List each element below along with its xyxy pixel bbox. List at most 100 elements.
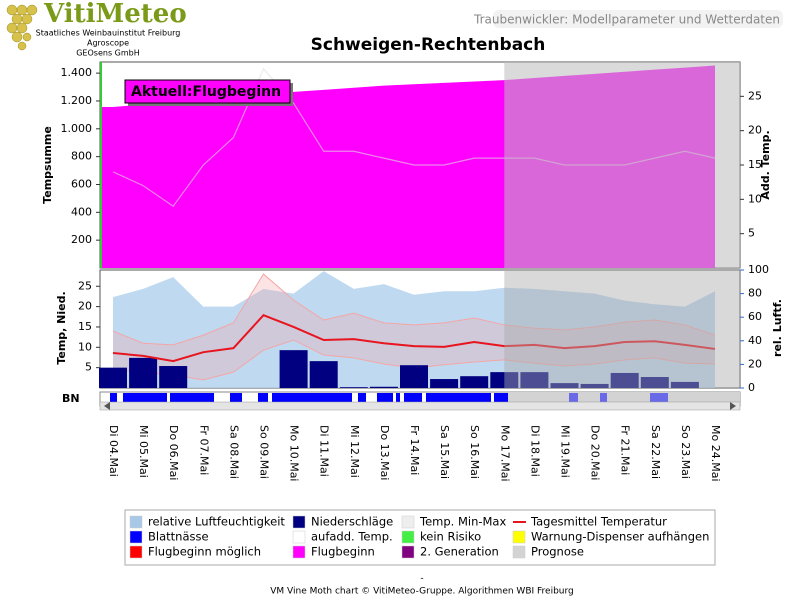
- legend-swatch: [512, 545, 526, 559]
- precip-bar: [99, 367, 127, 388]
- precip-bar: [309, 361, 338, 388]
- y-tick-label: 1.000: [61, 122, 93, 135]
- y-tick-label: 1.400: [61, 66, 93, 79]
- legend-box: [124, 509, 716, 566]
- y-tick-label: 10: [78, 340, 92, 353]
- forecast-shade: [504, 62, 740, 268]
- org-line: Staatliches Weinbauinstitut Freiburg: [36, 29, 181, 38]
- legend-label: Flugbeginn möglich: [148, 545, 261, 559]
- legend-swatch: [129, 515, 143, 529]
- precip-bar: [400, 365, 428, 388]
- annotation: Aktuell:Flugbeginn: [131, 84, 281, 100]
- precip-bar: [670, 381, 699, 388]
- precip-bar: [610, 372, 639, 388]
- x-tick-label: Sa 22.Mai: [649, 425, 662, 479]
- y-tick-label: 20: [78, 300, 92, 313]
- x-tick-label: So 09.Mai: [258, 425, 271, 479]
- y2-tick-label: 60: [748, 310, 762, 323]
- legend-swatch: [292, 530, 306, 544]
- y-tick-label: 400: [71, 205, 92, 218]
- y2-tick-label: 25: [748, 89, 762, 102]
- legend-label: kein Risiko: [420, 530, 481, 544]
- logo-text: VitiMeteo: [43, 0, 187, 29]
- x-tick-label: Mo 10.Mai: [288, 425, 301, 482]
- scrollbar[interactable]: [99, 401, 741, 411]
- y-axis-label: Tempsumme: [41, 126, 54, 204]
- y2-tick-label: 80: [748, 287, 762, 300]
- legend-label: aufadd. Temp.: [311, 530, 393, 544]
- precip-bar: [550, 383, 579, 388]
- y2-axis-label: Add. Temp.: [759, 130, 772, 199]
- y2-tick-label: 20: [748, 124, 762, 137]
- x-tick-label: Do 20.Mai: [589, 425, 602, 480]
- logo-grapes: [6, 4, 38, 51]
- legend-label: Temp. Min-Max: [419, 515, 506, 529]
- x-tick-label: Di 04.Mai: [107, 425, 120, 477]
- precip-bar: [430, 379, 459, 388]
- y-tick-label: 600: [71, 177, 92, 190]
- legend-swatch: [401, 545, 415, 559]
- legend-label: relative Luftfeuchtigkeit: [148, 515, 285, 529]
- footer-credit: VM Vine Moth chart © VitiMeteo-Gruppe. A…: [270, 587, 574, 597]
- precip-bar: [279, 350, 308, 388]
- y-tick-label: 800: [71, 150, 92, 163]
- x-tick-label: Sa 08.Mai: [227, 425, 240, 479]
- y2-tick-label: 15: [748, 158, 762, 171]
- y2-axis-label: rel. Luftf.: [771, 299, 784, 357]
- y-tick-label: 15: [78, 320, 92, 333]
- x-tick-label: So 23.Mai: [679, 425, 692, 479]
- legend-swatch: [129, 530, 143, 544]
- legend-label: Prognose: [531, 545, 584, 559]
- x-tick-label: Di 18.Mai: [528, 425, 541, 477]
- x-tick-label: So 16.Mai: [468, 425, 481, 479]
- y2-tick-label: 10: [748, 192, 762, 205]
- annotation-box: [124, 79, 291, 104]
- legend-swatch: [129, 545, 143, 559]
- legend-label: Warnung-Dispenser aufhängen: [531, 530, 709, 544]
- legend-swatch: [512, 530, 526, 544]
- legend-label: Tagesmittel Temperatur: [530, 515, 667, 529]
- x-tick-label: Di 11.Mai: [318, 425, 331, 477]
- x-tick-label: Mo 24.Mai: [709, 425, 722, 482]
- precip-bar: [580, 383, 609, 388]
- y2-tick-label: 20: [748, 357, 762, 370]
- legend: relative Luftfeuchtigkeit Niederschläge Te…: [129, 515, 709, 559]
- mean-temp-line: [112, 313, 716, 363]
- x-tick-label: Do 13.Mai: [378, 425, 391, 480]
- x-tick-label: Mi 05.Mai: [137, 425, 150, 478]
- org-line: Agroscope: [87, 39, 129, 48]
- precip-bar: [520, 372, 549, 388]
- caption-box: [493, 10, 783, 28]
- y2-tick-label: 5: [748, 227, 755, 240]
- strip-label: BN: [62, 392, 80, 405]
- legend-label: Blattnässe: [148, 530, 209, 544]
- humidity-area: [113, 271, 715, 388]
- x-tick-label: Fr 14.Mai: [408, 425, 421, 475]
- precip-bar: [159, 366, 188, 388]
- page-caption: Traubenwickler: Modellparameter und Wett…: [473, 13, 780, 27]
- legend-label: 2. Generation: [420, 545, 499, 559]
- precip-bar: [339, 387, 368, 388]
- y2-tick-label: 40: [748, 334, 762, 347]
- precip-bar: [129, 357, 158, 388]
- legend-label: Niederschläge: [311, 515, 393, 529]
- x-tick-label: Mi 19.Mai: [559, 425, 572, 478]
- forecast-shade: [504, 270, 740, 388]
- x-tick-label: Do 06.Mai: [167, 425, 180, 480]
- footer-dash: -: [420, 574, 423, 584]
- legend-swatch: [292, 545, 306, 559]
- y-tick-label: 25: [78, 279, 92, 292]
- temp-band-fill: [113, 274, 715, 380]
- precip-bar: [640, 377, 669, 388]
- legend-swatch: [401, 530, 415, 544]
- top-plot: 200 400 600 800 1.000 1.200 1.400 5 10 15 20 25 Temp…: [41, 62, 772, 268]
- legend-label: Flugbeginn: [311, 545, 375, 559]
- x-tick-label: Sa 15.Mai: [438, 425, 451, 479]
- legend-swatch: [401, 515, 415, 529]
- precip-bar: [369, 386, 398, 388]
- bottom-plot: 5 10 15 20 25 0 20 40 60 80 100 Temp, Nied. rel. Luf…: [55, 263, 784, 394]
- x-tick-label: Mi 12.Mai: [348, 425, 361, 478]
- x-tick-label: Fr 21.Mai: [619, 425, 632, 475]
